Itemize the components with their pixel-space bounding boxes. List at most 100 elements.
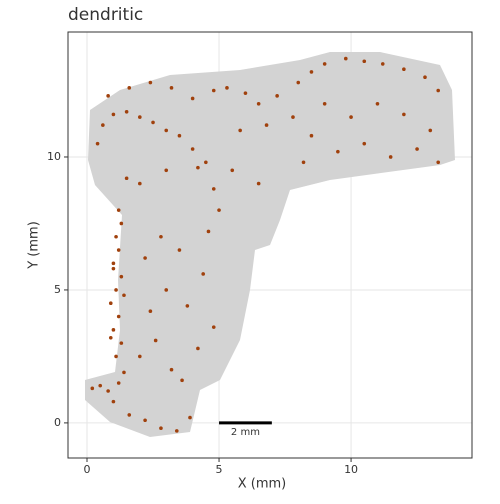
point xyxy=(180,378,184,383)
point xyxy=(206,229,211,234)
point xyxy=(114,288,118,292)
point xyxy=(143,418,147,423)
point xyxy=(151,120,155,125)
point xyxy=(188,415,192,420)
point xyxy=(349,115,353,119)
point xyxy=(124,176,129,181)
point xyxy=(436,88,441,93)
point xyxy=(108,301,113,306)
point xyxy=(362,59,367,64)
panel-border xyxy=(67,31,473,459)
point xyxy=(256,101,261,106)
point xyxy=(116,208,121,212)
x-axis-label: X (mm) xyxy=(238,477,287,492)
point xyxy=(127,413,132,417)
scale-bar-label: 2 mm xyxy=(231,427,260,438)
x-tick-label: 0 xyxy=(84,463,91,476)
x-tick-label: 10 xyxy=(344,463,358,476)
point xyxy=(362,141,367,146)
point xyxy=(119,221,124,226)
point xyxy=(164,288,169,292)
point xyxy=(322,101,327,106)
point xyxy=(122,293,126,298)
point xyxy=(116,314,121,319)
point xyxy=(114,234,118,239)
point xyxy=(217,208,221,212)
x-tick-label: 5 xyxy=(216,463,223,476)
point xyxy=(256,181,261,186)
point xyxy=(119,341,124,345)
point xyxy=(177,133,182,138)
tissue xyxy=(85,52,455,437)
point xyxy=(402,67,406,72)
point xyxy=(153,338,158,343)
point xyxy=(116,248,121,252)
point xyxy=(169,86,174,90)
point xyxy=(190,96,195,101)
point xyxy=(185,304,190,308)
point xyxy=(243,91,248,95)
point xyxy=(402,112,406,117)
y-tick-label: 5 xyxy=(54,283,61,296)
chart-title: dendritic xyxy=(68,5,143,25)
point xyxy=(111,399,116,404)
point xyxy=(225,86,229,90)
point xyxy=(211,88,216,93)
point xyxy=(101,123,105,127)
point xyxy=(95,141,100,146)
point xyxy=(111,261,116,266)
point xyxy=(336,149,340,154)
point xyxy=(111,328,116,332)
point xyxy=(301,160,306,165)
point xyxy=(138,354,142,359)
point xyxy=(196,346,200,351)
point xyxy=(108,336,113,340)
point xyxy=(164,128,169,133)
point xyxy=(116,381,121,385)
point xyxy=(230,168,235,173)
point xyxy=(375,101,380,106)
point xyxy=(90,386,95,391)
point xyxy=(127,86,132,90)
point xyxy=(423,75,427,80)
point xyxy=(309,133,314,138)
point xyxy=(436,160,441,165)
point xyxy=(211,187,216,191)
y-tick-label: 0 xyxy=(54,416,61,429)
point xyxy=(291,115,295,119)
point xyxy=(388,155,393,159)
point xyxy=(143,256,147,260)
point xyxy=(204,160,208,165)
point xyxy=(322,62,327,66)
point xyxy=(174,429,179,433)
point xyxy=(275,94,279,98)
point xyxy=(238,128,242,133)
point xyxy=(159,426,163,431)
point xyxy=(106,389,110,393)
y-tick-label: 10 xyxy=(47,150,61,163)
point xyxy=(428,128,433,133)
point xyxy=(264,123,269,127)
point xyxy=(177,248,182,252)
point xyxy=(296,80,301,85)
point xyxy=(415,147,419,151)
point xyxy=(309,70,314,74)
point xyxy=(380,62,385,66)
point xyxy=(106,94,110,98)
point xyxy=(190,147,195,151)
point xyxy=(98,383,103,388)
y-axis-label: Y (mm) xyxy=(27,221,42,270)
point xyxy=(119,274,124,279)
point xyxy=(343,56,348,61)
points xyxy=(90,56,441,433)
point xyxy=(201,272,205,276)
point xyxy=(122,370,126,375)
point xyxy=(124,109,129,114)
point xyxy=(211,325,216,329)
point xyxy=(148,309,153,314)
point xyxy=(159,234,163,239)
point xyxy=(138,181,142,186)
point xyxy=(111,266,116,271)
point xyxy=(138,115,142,119)
